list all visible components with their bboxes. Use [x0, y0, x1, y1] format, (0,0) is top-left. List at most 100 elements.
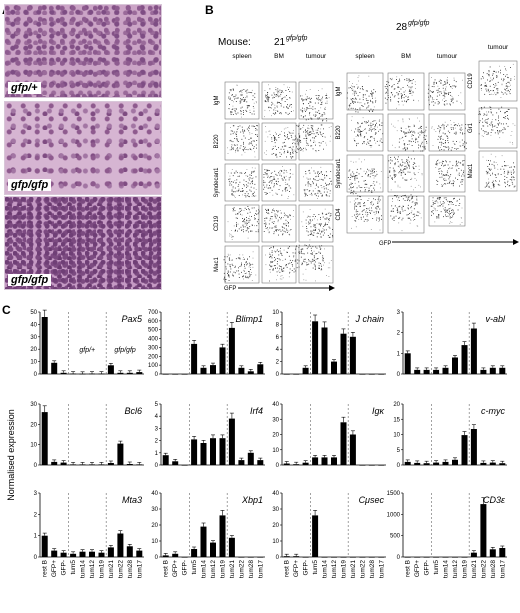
mouse21-row-label-4: Mac1 — [214, 257, 220, 272]
flow-plot-m28-r2-c0 — [346, 154, 384, 195]
flow-plot-m28-r3-c1 — [387, 194, 425, 234]
x-tick-label: GFP+ — [414, 560, 421, 577]
flow-plot-extra-1 — [478, 106, 518, 149]
bar-chart-6: 0 10 20 30 40 Igκ — [272, 402, 386, 469]
y-tick-label: 20 — [30, 347, 37, 353]
y-tick-label: 20 — [272, 523, 279, 529]
mouse21-row-label-1: B220 — [214, 134, 220, 149]
gfp-axis-label-1: GFP — [224, 286, 236, 292]
y-tick-label: 5 — [155, 402, 159, 408]
bar — [60, 462, 67, 465]
bar — [200, 443, 207, 465]
bar — [414, 369, 421, 374]
bar — [228, 418, 235, 465]
bar-chart-1: 0 100 200 300 400 500 600 700 Blimp1 — [148, 310, 265, 378]
bar — [247, 557, 254, 558]
mouse-28-genotype: gfp/gfp — [408, 20, 430, 27]
mouse21-row-label-2: Syndecan1 — [214, 167, 220, 198]
bar — [452, 557, 458, 558]
y-tick-label: 40 — [151, 491, 158, 497]
bar — [321, 457, 328, 465]
bar — [89, 464, 95, 465]
bar — [70, 464, 77, 465]
x-tick-label: tum5 — [70, 560, 77, 575]
bar — [480, 504, 487, 557]
y-tick-label: 3 — [155, 426, 159, 432]
bar — [219, 347, 226, 374]
bar — [404, 461, 411, 465]
y-tick-label: 0 — [155, 555, 159, 561]
bar — [423, 463, 430, 465]
y-tick-label: 0 — [155, 372, 159, 378]
bar — [331, 557, 337, 558]
y-tick-label: 5 — [397, 448, 401, 454]
x-tick-label: tum12 — [452, 560, 459, 578]
y-tick-label: 2 — [155, 439, 159, 445]
x-tick-label: GFP- — [182, 560, 189, 576]
bar — [162, 455, 169, 465]
flow-plot-m28-r0-c1 — [384, 72, 425, 111]
bar — [181, 557, 188, 558]
bar-chart-10: 0 10 20 30 40 Cμsec — [272, 491, 386, 561]
chart-title: Igκ — [372, 406, 385, 416]
bar — [117, 533, 124, 557]
bar — [349, 434, 356, 465]
bar — [126, 464, 133, 465]
flow-plot-m21-r0-c2 — [298, 81, 334, 122]
bar — [136, 464, 143, 465]
mouse21-row-label-0: IgM — [214, 95, 220, 105]
y-tick-label: 2 — [276, 360, 280, 366]
y-tick-label: 10 — [272, 310, 279, 316]
histology-image-1: gfp/+ — [4, 4, 162, 98]
mouse28-column-header-2: tumour — [437, 53, 458, 60]
bar — [79, 373, 86, 375]
bar — [89, 551, 95, 557]
x-tick-label: tum19 — [220, 560, 227, 578]
y-tick-label: 6 — [276, 335, 280, 341]
x-tick-label: tum22 — [480, 560, 487, 578]
mouse-28-label: 28 — [396, 22, 408, 33]
chart-title: Cμsec — [359, 495, 385, 505]
bar-chart-7: 0 5 10 15 20 c-myc — [393, 402, 507, 469]
bar — [51, 550, 58, 557]
mouse21-column-header-0: spleen — [232, 53, 252, 60]
bar — [433, 557, 440, 558]
flow-plot-m28-r1-c1 — [387, 113, 428, 152]
bar — [247, 371, 254, 374]
x-tick-label: tum17 — [136, 560, 143, 578]
bar — [368, 465, 375, 466]
y-tick-label: 10 — [272, 448, 279, 454]
mouse28-column-header-0: spleen — [355, 53, 375, 60]
bar — [60, 552, 67, 557]
bar — [51, 461, 58, 465]
bar — [283, 463, 290, 465]
y-tick-label: 1 — [155, 451, 159, 457]
bar — [461, 345, 468, 374]
bar — [378, 557, 385, 558]
bar — [257, 460, 264, 465]
x-tick-label: tum28 — [248, 560, 255, 578]
mouse28-row-label-0: IgM — [336, 86, 342, 96]
bar — [461, 435, 468, 465]
y-tick-label: 200 — [148, 354, 159, 360]
x-tick-label: tum21 — [108, 560, 115, 578]
y-tick-label: 2 — [34, 512, 38, 518]
flow-plot-m21-r2-c2 — [298, 163, 334, 202]
bar — [238, 557, 245, 558]
flow-plot-m21-r1-c1 — [261, 122, 299, 161]
y-tick-label: 30 — [272, 507, 279, 513]
bar — [312, 321, 319, 374]
bar — [162, 555, 169, 557]
x-tick-label: tum28 — [490, 560, 497, 578]
extra-row-label-1: Gr1 — [468, 122, 474, 133]
bar — [98, 552, 105, 557]
bar-chart-3: 0 1 2 3 v-abl — [397, 310, 507, 378]
bar-chart-8: 0 1 2 3 Mta3 — [34, 491, 144, 561]
x-tick-label: GFP- — [303, 560, 310, 576]
flow-plot-extra-0 — [478, 60, 518, 102]
bar — [470, 429, 477, 465]
bar — [340, 422, 347, 465]
bar — [257, 364, 264, 374]
bar — [210, 542, 216, 557]
flow-plot-m21-r4-c1 — [261, 245, 297, 284]
